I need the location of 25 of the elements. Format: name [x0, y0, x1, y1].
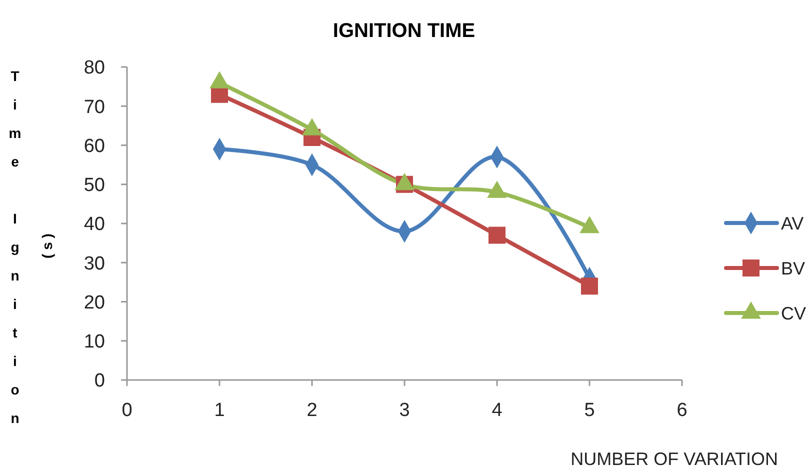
y-tick-label: 50 [84, 175, 105, 196]
y-axis-title: Time Ignition [7, 68, 23, 438]
y-tick-label: 60 [84, 136, 105, 157]
y-tick-label: 10 [84, 332, 105, 353]
legend-label: BV [781, 258, 806, 278]
text: ( s ) [39, 234, 55, 258]
y-tick-label: 0 [94, 370, 105, 392]
y-tick-label: 70 [84, 96, 105, 118]
legend-label: AV [781, 213, 804, 234]
point [488, 226, 506, 244]
x-tick-label: 3 [399, 400, 410, 421]
y-tick-label: 20 [84, 292, 105, 314]
chart-title: IGNITION TIME [332, 20, 476, 42]
x-axis-title: NUMBER OF VARIATION [570, 449, 778, 468]
y-tick-label: 80 [84, 58, 105, 79]
point [580, 278, 598, 295]
x-tick-label: 6 [676, 400, 688, 421]
legend-label: CV [781, 303, 806, 324]
x-tick-label: 2 [306, 400, 318, 421]
x-tick-label: 4 [492, 400, 503, 421]
y-tick-label: 40 [84, 214, 105, 236]
x-tick-label: 5 [584, 400, 595, 421]
x-tick-label: 0 [122, 400, 132, 421]
y-tick-label: 30 [84, 253, 105, 274]
x-tick-label: 1 [214, 400, 225, 421]
